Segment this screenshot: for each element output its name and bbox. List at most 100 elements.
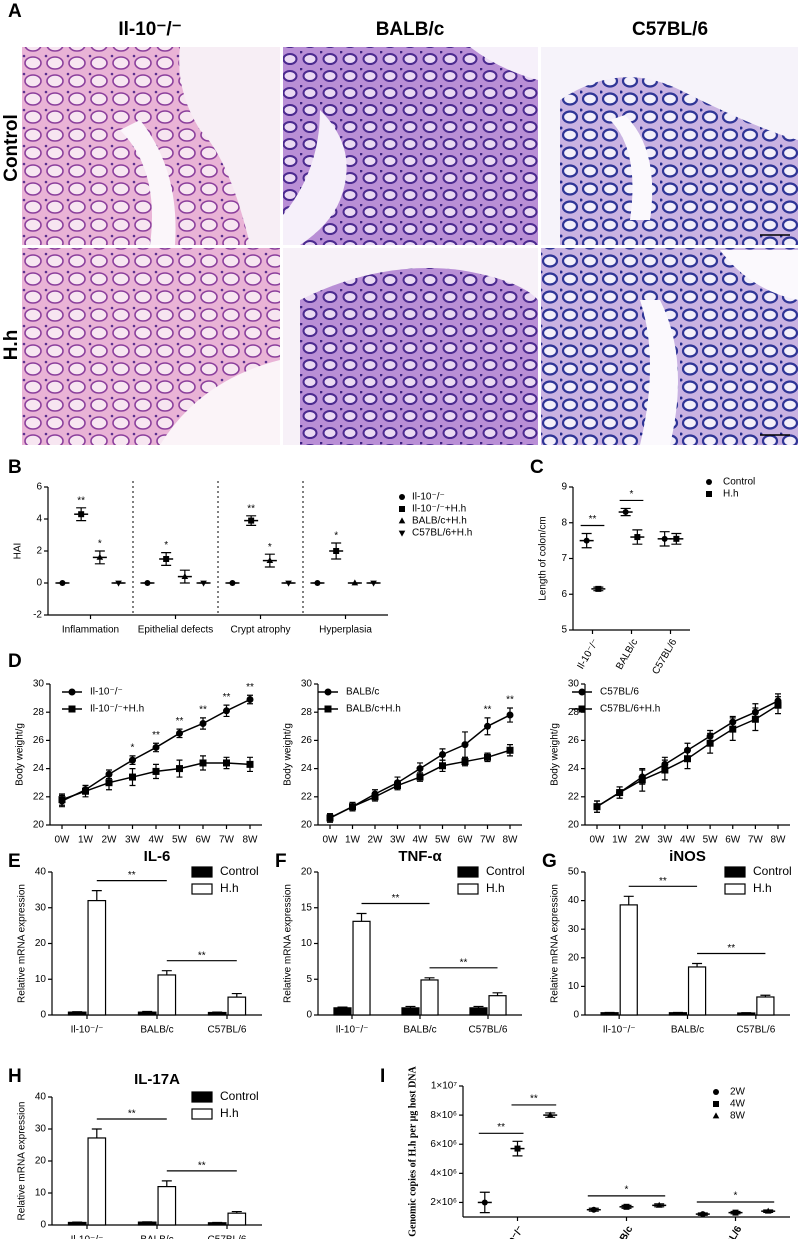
y-tick-label: 30 (35, 902, 47, 913)
legend-label: Control (486, 864, 525, 878)
legend-swatch (191, 883, 213, 895)
row-header: Control (1, 114, 22, 182)
bar (137, 1011, 157, 1016)
x-tick-label: BALB/c (671, 1025, 704, 1036)
x-tick-label: 6W (196, 835, 212, 846)
x-tick-label: 2W (368, 835, 384, 846)
legend-swatch (457, 866, 479, 878)
x-tick-label: C57BL/6 (650, 637, 679, 677)
bar (401, 1007, 420, 1016)
y-tick-label: 24 (33, 763, 45, 774)
legend-label: Il-10⁻/⁻ (90, 687, 123, 698)
y-tick-label: 22 (301, 791, 313, 802)
marker (661, 766, 669, 774)
y-tick-label: 0 (573, 1010, 579, 1021)
marker (578, 705, 586, 713)
marker (699, 1211, 706, 1218)
bar (687, 966, 707, 1016)
marker (115, 580, 122, 587)
y-tick-label: 6 (561, 589, 567, 600)
marker (200, 580, 207, 587)
bar (420, 979, 439, 1016)
significance-label: ** (460, 957, 468, 968)
x-tick-label: 5W (172, 835, 188, 846)
y-tick-label: 24 (301, 763, 313, 774)
marker (129, 773, 136, 781)
legend-label: 4W (730, 1099, 746, 1110)
marker (506, 746, 514, 754)
marker (351, 579, 359, 586)
x-tick-label: 3W (125, 835, 141, 846)
y-axis-label: Length of colon/cm (538, 516, 549, 601)
marker (398, 517, 406, 524)
marker (706, 491, 712, 497)
chart-title: iNOS (669, 848, 706, 865)
micrograph (283, 47, 538, 245)
significance-label: ** (152, 730, 160, 741)
marker (661, 535, 668, 542)
y-axis-label: Body weight/g (283, 723, 294, 786)
bar (756, 996, 775, 1016)
panel-letter: B (8, 457, 22, 478)
marker (59, 580, 66, 586)
marker (78, 511, 85, 518)
marker (546, 1111, 554, 1118)
marker (199, 759, 207, 767)
y-axis-label: Relative mRNA expression (17, 1102, 28, 1221)
bar (87, 1137, 107, 1226)
marker (326, 814, 334, 822)
bar (668, 1012, 688, 1016)
panel-letter: I (380, 1066, 385, 1087)
y-tick-label: 2 (36, 546, 42, 557)
y-tick-label: 8×10⁶ (430, 1110, 457, 1121)
y-tick-label: 6×10⁶ (430, 1139, 457, 1150)
marker (706, 739, 714, 747)
panel-a: A Il-10⁻/⁻ BALB/c C57BL/6 Control H.h (1, 1, 798, 445)
marker (593, 803, 601, 811)
legend-label: Control (723, 477, 755, 488)
marker (713, 1089, 719, 1095)
significance-label: ** (589, 514, 597, 525)
y-tick-label: 1×10⁷ (431, 1081, 458, 1092)
x-tick-label: Il-10⁻/⁻ (71, 1235, 104, 1239)
significance-label: ** (247, 503, 255, 514)
y-tick-label: 5 (561, 625, 567, 636)
significance-label: * (98, 539, 102, 550)
marker (152, 767, 160, 775)
micrograph (22, 47, 280, 245)
marker (266, 557, 274, 563)
y-tick-label: 22 (568, 791, 580, 802)
x-tick-label: 3W (390, 835, 406, 846)
marker (371, 793, 379, 801)
marker (506, 711, 514, 719)
significance-label: ** (727, 943, 735, 954)
panel-letter: F (275, 851, 287, 872)
marker (246, 696, 254, 704)
marker (399, 506, 405, 512)
marker (764, 1207, 772, 1214)
x-tick-label: Inflammation (62, 625, 119, 636)
marker (638, 776, 646, 784)
y-tick-label: 26 (33, 735, 45, 746)
chart-title: TNF-α (398, 848, 442, 865)
y-tick-label: 28 (301, 707, 313, 718)
marker (333, 548, 340, 554)
y-tick-label: 4 (36, 514, 42, 525)
legend-label: 8W (730, 1111, 746, 1122)
x-tick-label: C57BL/6 (469, 1025, 508, 1036)
x-tick-label: 6W (725, 835, 741, 846)
bar (600, 1012, 619, 1016)
y-tick-label: 30 (568, 924, 580, 935)
column-header: Il-10⁻/⁻ (118, 19, 181, 40)
panel-letter: D (8, 651, 22, 672)
x-tick-label: Hyperplasia (319, 625, 372, 636)
marker (82, 787, 89, 795)
bar (227, 996, 247, 1016)
y-tick-label: 0 (40, 1220, 46, 1231)
marker (439, 751, 446, 758)
y-tick-label: 26 (301, 735, 313, 746)
y-tick-label: 26 (568, 735, 580, 746)
x-tick-label: BALB/c (140, 1235, 173, 1239)
